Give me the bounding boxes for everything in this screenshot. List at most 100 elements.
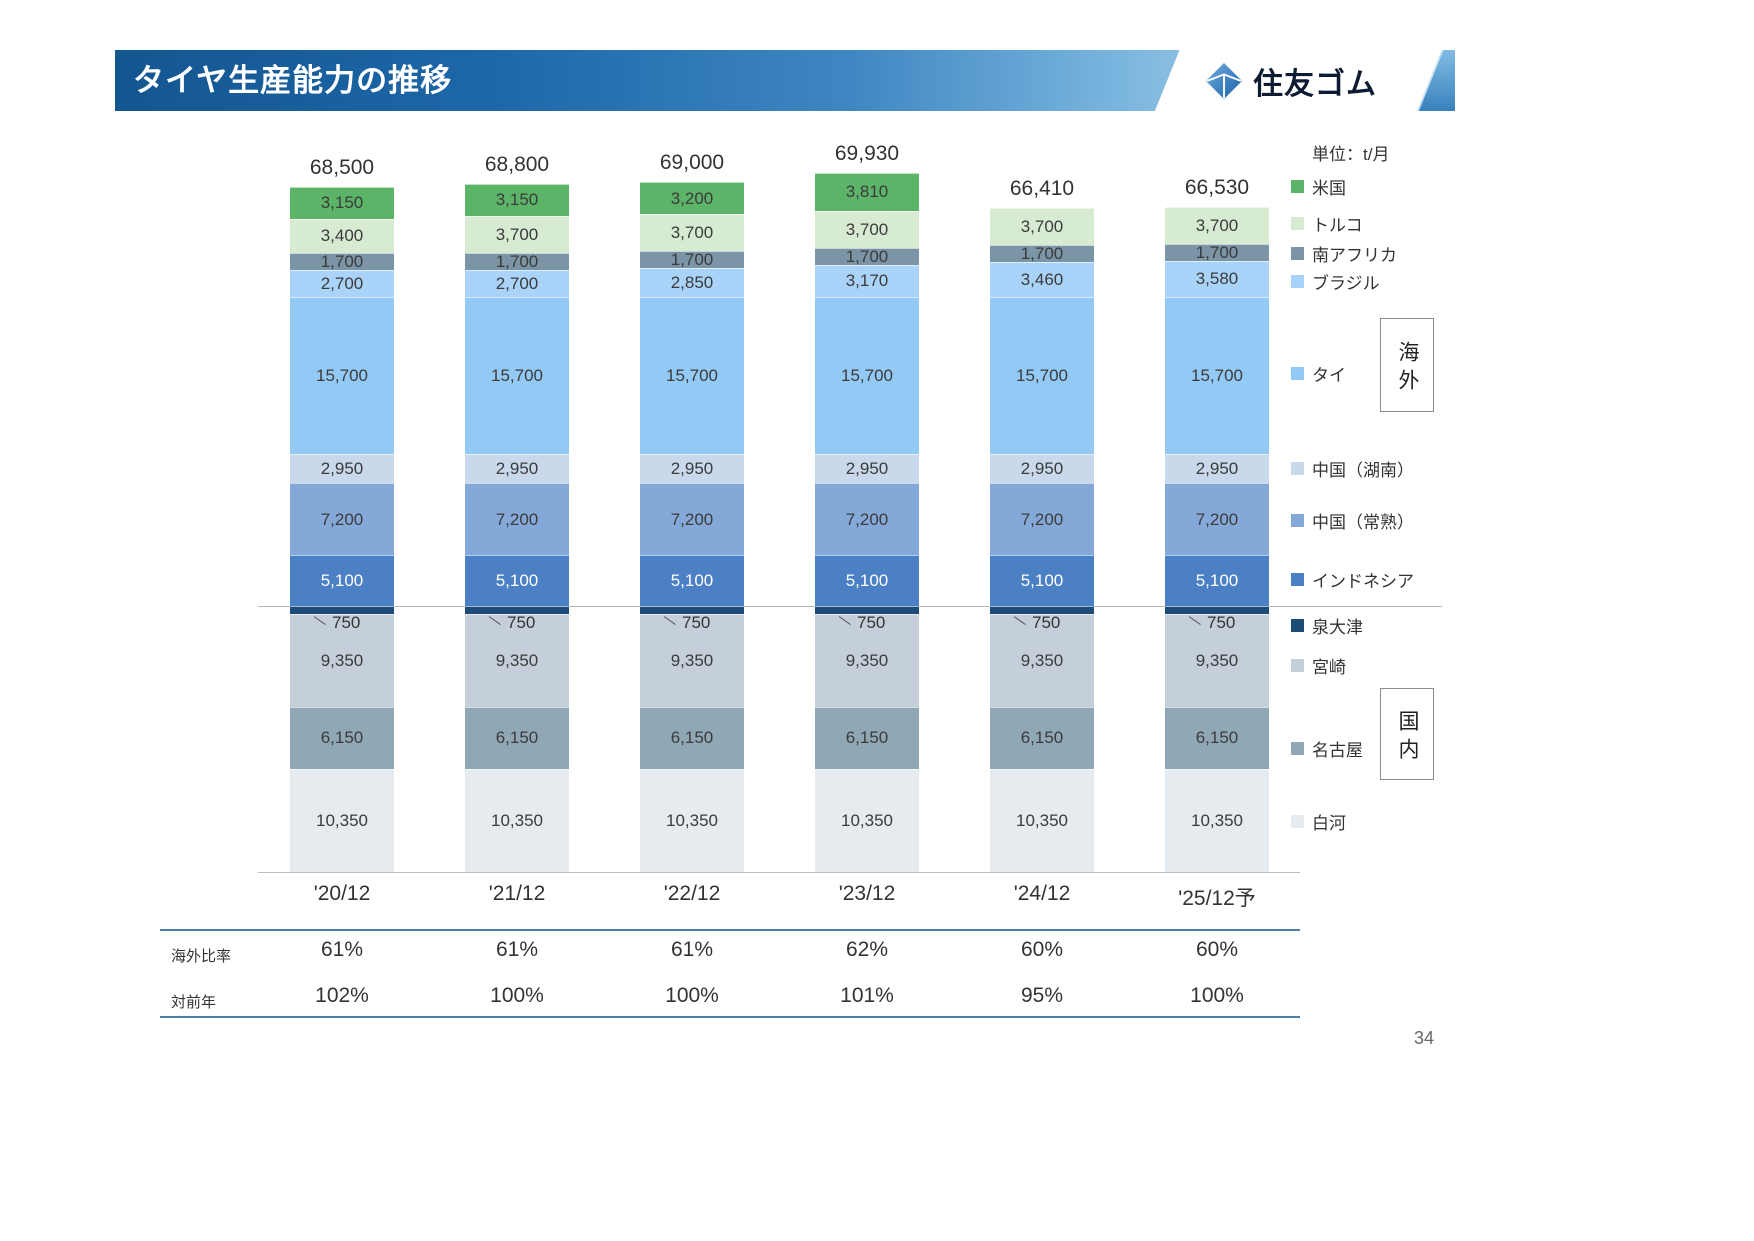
bar-segment-ブラジル: 2,700 [465, 269, 569, 297]
table-cell: 61% [320, 938, 364, 961]
table-cell: 61% [495, 938, 539, 961]
bar-segment-タイ: 15,700 [290, 296, 394, 454]
bar-segment-中国（湖南）: 2,950 [465, 453, 569, 483]
segment-value: 750 [332, 613, 361, 632]
legend-item-タイ: タイ [1291, 361, 1346, 386]
unit-label: 単位：t/月 [1312, 145, 1390, 164]
legend-item-宮崎: 宮崎 [1291, 653, 1346, 678]
bar-segment-名古屋: 6,150 [815, 707, 919, 769]
bar-segment-ブラジル: 3,170 [815, 264, 919, 297]
bar-segment-泉大津: 750 [990, 606, 1094, 631]
bar-segment-泉大津: 750 [640, 606, 744, 631]
legend-label: 米国 [1312, 179, 1346, 198]
bar-segment-南アフリカ: 1,700 [640, 251, 744, 268]
table-cell: 95% [1020, 984, 1064, 1007]
table-cell: 101% [840, 984, 894, 1007]
bar-segment-白河: 10,350 [640, 768, 744, 872]
bar-segment-中国（常熟）: 7,200 [290, 483, 394, 555]
sumitomo-gem-icon [1205, 62, 1243, 99]
bar-total-label: 66,530 [1184, 175, 1250, 199]
legend-swatch [1291, 367, 1304, 380]
bar-segment-中国（湖南）: 2,950 [290, 453, 394, 483]
table-cells-overseas-ratio: 61% 61% 61% 62% 60% 60% [290, 938, 1269, 962]
legend-item-ブラジル: ブラジル [1291, 269, 1380, 294]
bar-segment-インドネシア: 5,100 [815, 555, 919, 606]
table-cell: 100% [1190, 984, 1244, 1007]
leader-line [838, 616, 851, 625]
legend-item-インドネシア: インドネシア [1291, 567, 1414, 592]
leader-line [663, 616, 676, 625]
bar-segment-中国（湖南）: 2,950 [1165, 453, 1269, 483]
bar-segment-中国（湖南）: 2,950 [815, 453, 919, 483]
x-axis-label: '25/12予 [1178, 887, 1256, 910]
segment-value-label-outside: 750 [488, 614, 535, 631]
legend-label: トルコ [1312, 216, 1363, 235]
bar-segment-トルコ: 3,700 [640, 214, 744, 251]
table-row-label: 対前年 [171, 994, 217, 1011]
segment-value: 750 [1207, 613, 1236, 632]
bar-segment-白河: 10,350 [815, 768, 919, 872]
bar-segment-南アフリカ: 1,700 [990, 244, 1094, 262]
legend-swatch [1291, 217, 1304, 230]
legend-swatch [1291, 742, 1304, 755]
legend-swatch [1291, 247, 1304, 260]
bar-segment-トルコ: 3,700 [465, 215, 569, 253]
leader-line [488, 616, 501, 625]
bar-total-label: 66,410 [1009, 176, 1075, 200]
bar-segment-インドネシア: 5,100 [465, 555, 569, 606]
legend-swatch [1291, 659, 1304, 672]
table-bottom-line [160, 1016, 1300, 1018]
legend-swatch [1291, 573, 1304, 586]
table-cell: 102% [315, 984, 369, 1007]
bar-segment-ブラジル: 2,850 [640, 268, 744, 297]
bar-segment-泉大津: 750 [290, 606, 394, 631]
bar-segment-米国: 3,150 [290, 187, 394, 219]
segment-value: 750 [682, 613, 711, 632]
x-axis-label: '21/12 [488, 882, 546, 905]
table-cell: 100% [490, 984, 544, 1007]
bar-segment-泉大津: 750 [1165, 606, 1269, 631]
bar-segment-タイ: 15,700 [640, 296, 744, 454]
legend-label: ブラジル [1312, 274, 1380, 293]
bar-segment-米国: 3,810 [815, 172, 919, 211]
legend-swatch [1291, 180, 1304, 193]
page-title: タイヤ生産能力の推移 [133, 63, 453, 98]
legend-item-南アフリカ: 南アフリカ [1291, 241, 1397, 266]
bar-segment-タイ: 15,700 [990, 296, 1094, 454]
bar-segment-白河: 10,350 [465, 768, 569, 872]
table-row-overseas-ratio: 海外比率 61% 61% 61% 62% 60% 60% [0, 938, 1754, 970]
bar-segment-白河: 10,350 [1165, 768, 1269, 872]
legend-item-白河: 白河 [1291, 809, 1346, 834]
bar-segment-中国（常熟）: 7,200 [640, 483, 744, 555]
bar-segment-ブラジル: 2,700 [290, 269, 394, 297]
legend-swatch [1291, 514, 1304, 527]
legend-item-名古屋: 名古屋 [1291, 736, 1363, 761]
legend-item-中国（湖南）: 中国（湖南） [1291, 456, 1414, 481]
x-axis-label: '22/12 [663, 882, 721, 905]
bar-segment-泉大津: 750 [815, 606, 919, 631]
bar-total-label: 69,930 [834, 141, 900, 165]
bar-total-label: 69,000 [659, 151, 725, 174]
bar-segment-名古屋: 6,150 [990, 707, 1094, 769]
segment-value-label-outside: 750 [1013, 613, 1061, 632]
bar-segment-白河: 10,350 [990, 768, 1094, 872]
table-row-yoy: 対前年 102% 100% 100% 101% 95% 100% [0, 984, 1754, 1016]
bar-column-'21/12: 68,800 3,150 3,700 1,700 2,700 15,700 2,950 7,2… [465, 153, 569, 872]
bar-segment-中国（常熟）: 7,200 [815, 483, 919, 555]
segment-value: 750 [1032, 613, 1061, 632]
legend-item-トルコ: トルコ [1291, 211, 1363, 236]
bar-segment-名古屋: 6,150 [640, 707, 744, 769]
bar-segment-トルコ: 3,700 [990, 207, 1094, 245]
segment-value-label-outside: 750 [663, 613, 711, 632]
bar-segment-宮崎: 9,350 [465, 613, 569, 707]
legend-label: 泉大津 [1312, 618, 1363, 637]
legend-label: 中国（湖南） [1312, 461, 1414, 480]
bar-segment-米国: 3,150 [465, 184, 569, 216]
x-axis-labels: '20/12 '21/12 '22/12 '23/12 '24/12 '25/12予 [290, 882, 1269, 912]
bar-segment-インドネシア: 5,100 [990, 555, 1094, 606]
bar-segment-名古屋: 6,150 [465, 707, 569, 769]
bar-segment-トルコ: 3,400 [290, 218, 394, 253]
bar-segment-トルコ: 3,700 [1165, 206, 1269, 244]
title-banner: タイヤ生産能力の推移 住友ゴム [115, 50, 1455, 111]
bar-segment-インドネシア: 5,100 [1165, 555, 1269, 606]
